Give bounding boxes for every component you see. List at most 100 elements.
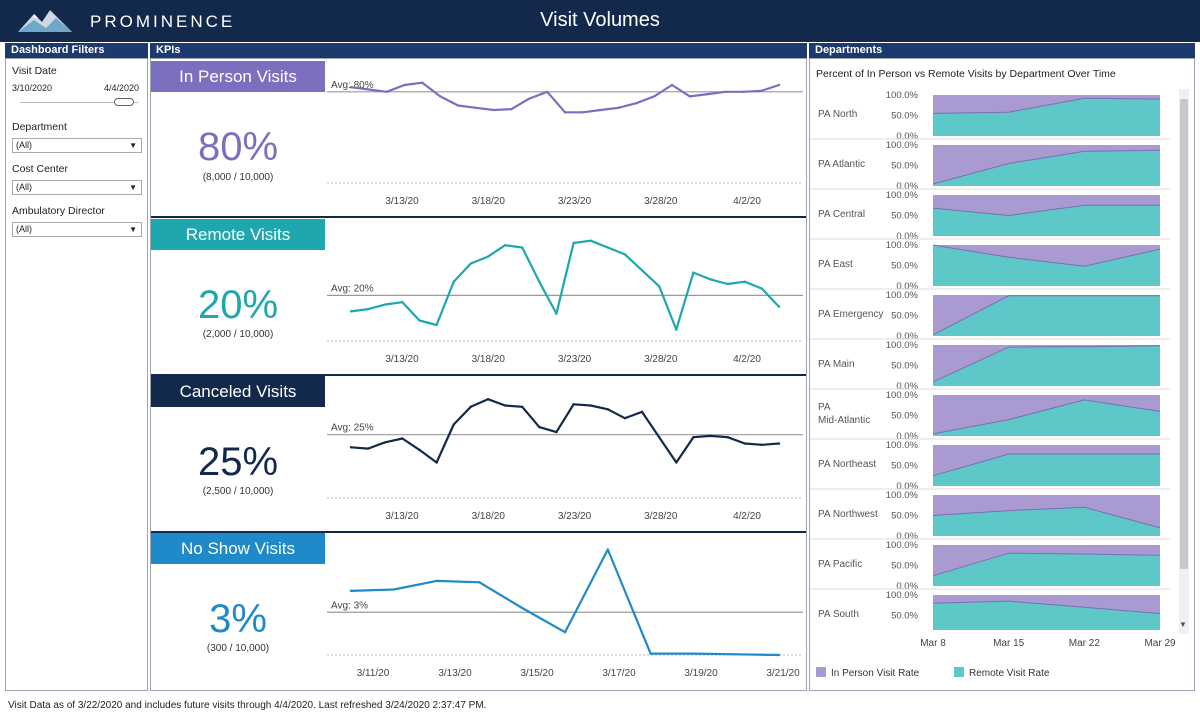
y-tick-label: 100.0%	[886, 490, 919, 501]
cost-center-label: Cost Center	[12, 163, 69, 175]
data-point	[438, 95, 442, 98]
remote-area	[933, 601, 1160, 636]
department-dropdown-value: (All)	[16, 140, 32, 150]
kpi-card-no-show: No Show Visits 3% (300 / 10,000) Avg: 3%…	[151, 533, 806, 688]
x-tick-label: Mar 29	[1144, 638, 1176, 649]
y-tick-label: 100.0%	[886, 240, 919, 251]
data-point	[555, 430, 558, 434]
department-label: Department	[12, 121, 67, 133]
x-tick-label: Mar 22	[1069, 638, 1101, 649]
data-point	[735, 653, 738, 656]
cost-center-dropdown[interactable]: (All) ▼	[12, 180, 142, 195]
data-point	[418, 319, 421, 322]
data-point	[759, 89, 763, 93]
data-point	[349, 310, 353, 313]
remote-area	[933, 553, 1160, 586]
date-end: 4/4/2020	[103, 83, 139, 93]
x-tick-label: 4/2/20	[733, 196, 761, 207]
data-point	[503, 244, 507, 247]
department-label: PA Main	[818, 359, 855, 370]
data-point	[563, 631, 567, 634]
x-tick-label: 3/13/20	[385, 354, 419, 365]
data-point	[510, 107, 513, 111]
data-point	[384, 303, 387, 306]
remote-area	[933, 399, 1160, 436]
y-tick-label: 0.0%	[896, 281, 918, 292]
data-point	[572, 241, 575, 245]
department-label: PA North	[818, 109, 857, 120]
data-point	[777, 83, 781, 87]
data-point	[709, 278, 712, 281]
data-point	[452, 280, 455, 283]
divider	[151, 374, 806, 376]
data-point	[555, 312, 558, 315]
department-label: PA	[818, 402, 831, 413]
kpi-title: In Person Visits	[151, 61, 325, 92]
y-tick-label: 0.0%	[896, 481, 918, 492]
y-tick-label: 100.0%	[886, 90, 919, 101]
series-line	[932, 204, 1160, 217]
data-point	[709, 434, 712, 438]
y-tick-label: 0.0%	[896, 231, 918, 242]
data-point	[760, 287, 764, 290]
data-point	[692, 652, 695, 655]
data-point	[706, 92, 709, 96]
average-label: Avg: 25%	[331, 423, 374, 434]
data-point	[521, 246, 524, 249]
y-tick-label: 50.0%	[891, 561, 918, 572]
y-tick-label: 0.0%	[896, 381, 918, 392]
kpi-value: 25%	[197, 440, 279, 484]
date-slider-track[interactable]	[20, 102, 138, 103]
department-label: PA Northwest	[818, 509, 878, 520]
x-tick-label: Mar 8	[920, 638, 946, 649]
data-point	[384, 441, 387, 444]
kpi-subtext: (300 / 10,000)	[206, 643, 270, 654]
legend-swatch	[816, 667, 826, 677]
x-tick-label: 3/13/20	[385, 196, 419, 207]
data-point	[692, 436, 695, 439]
scrollbar[interactable]	[1179, 89, 1189, 634]
kpi-card-remote: Remote Visits 20% (2,000 / 10,000) Avg: …	[151, 219, 806, 374]
y-tick-label: 50.0%	[891, 211, 918, 222]
y-tick-label: 0.0%	[896, 181, 918, 192]
director-label: Ambulatory Director	[12, 205, 105, 217]
data-point	[349, 446, 353, 449]
data-point	[486, 255, 490, 258]
scroll-down-icon[interactable]: ▼	[1179, 620, 1187, 629]
data-point	[640, 410, 644, 414]
data-point	[367, 88, 371, 91]
data-point	[503, 404, 507, 407]
data-point	[777, 442, 781, 445]
director-dropdown-value: (All)	[16, 224, 32, 234]
data-point	[670, 83, 674, 87]
director-dropdown[interactable]: (All) ▼	[12, 222, 142, 237]
data-point	[589, 239, 592, 242]
y-tick-label: 50.0%	[891, 161, 918, 172]
data-point	[742, 90, 745, 93]
department-label: PA Pacific	[818, 559, 862, 570]
series-line	[350, 548, 780, 657]
series-line	[932, 345, 1161, 383]
no-show-line-chart: Avg: 3% 3/11/20 3/13/20 3/15/20 3/17/20 3/19/…	[327, 548, 803, 679]
data-point	[623, 253, 627, 256]
department-label: PA Atlantic	[818, 159, 865, 170]
chart-bottom-mask	[810, 630, 1178, 687]
data-point	[606, 548, 609, 551]
x-tick-label: 3/28/20	[644, 354, 678, 365]
y-tick-label: 0.0%	[896, 331, 918, 342]
department-label: PA Central	[818, 209, 865, 220]
date-slider-handle[interactable]	[114, 98, 134, 106]
department-label: PA Emergency	[818, 309, 883, 320]
data-point	[688, 95, 692, 98]
departments-section-header: Departments	[809, 43, 1195, 58]
data-point	[478, 581, 481, 584]
data-point	[675, 461, 678, 464]
y-tick-label: 100.0%	[886, 340, 919, 351]
departments-chart-title: Percent of In Person vs Remote Visits by…	[816, 68, 1116, 80]
data-point	[492, 108, 495, 112]
scrollbar-thumb[interactable]	[1180, 99, 1188, 569]
data-point	[452, 423, 455, 426]
remote-area	[933, 507, 1160, 536]
data-point	[435, 323, 438, 327]
department-dropdown[interactable]: (All) ▼	[12, 138, 142, 153]
